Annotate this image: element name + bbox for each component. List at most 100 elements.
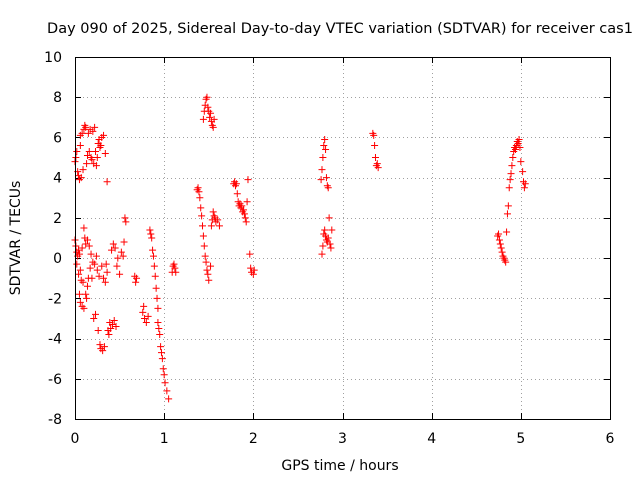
data-point [116, 270, 124, 278]
y-tick-label: -4 [48, 332, 62, 348]
data-point [117, 248, 125, 256]
data-point [103, 268, 111, 276]
data-point [105, 331, 113, 339]
data-point [100, 131, 108, 139]
data-point [163, 387, 171, 395]
data-point [83, 282, 91, 290]
data-point [85, 242, 93, 250]
data-point [76, 266, 84, 274]
data-point [78, 129, 86, 137]
data-point [149, 246, 157, 254]
data-point [319, 154, 327, 162]
data-point [80, 224, 88, 232]
data-point [238, 202, 246, 210]
data-point [325, 214, 333, 222]
y-axis-label: SDTVAR / TECUs [8, 181, 24, 296]
data-point [246, 250, 254, 258]
data-point [84, 129, 92, 137]
data-point [497, 244, 505, 252]
data-point [170, 260, 178, 268]
chart-title: Day 090 of 2025, Sidereal Day-to-day VTE… [47, 21, 633, 37]
data-point [233, 190, 241, 198]
axis-tick-labels: 0 1 2 3 4 5 6 -8 -6 -4 -2 0 2 4 6 8 10 [44, 50, 614, 447]
x-tick-label: 0 [71, 431, 80, 447]
data-point [155, 325, 163, 332]
data-point [205, 276, 213, 284]
data-point [114, 254, 122, 262]
data-point [76, 298, 84, 306]
data-point [165, 395, 173, 403]
data-point [121, 214, 129, 222]
data-point [242, 218, 250, 226]
data-point [204, 103, 212, 111]
data-point [82, 240, 90, 248]
data-point [520, 184, 528, 192]
data-point [83, 236, 91, 244]
y-tick-label: 0 [53, 251, 62, 267]
data-point [203, 266, 211, 274]
data-point [322, 174, 330, 182]
data-point [498, 248, 506, 256]
data-point [91, 260, 99, 268]
data-point [503, 228, 511, 236]
data-point [141, 314, 149, 322]
data-point [321, 135, 329, 143]
data-point [92, 162, 100, 170]
data-point [371, 154, 379, 162]
data-point [142, 318, 150, 326]
data-point [516, 144, 524, 151]
data-point [506, 176, 514, 184]
data-point [200, 242, 208, 250]
data-point [90, 314, 98, 322]
data-point [107, 325, 115, 332]
data-point [517, 158, 525, 166]
data-point [91, 123, 99, 131]
data-point [88, 156, 96, 164]
data-point [108, 320, 116, 328]
data-point [93, 154, 101, 162]
data-point [75, 246, 83, 254]
data-point [79, 278, 87, 286]
data-point [139, 308, 147, 316]
data-point [209, 208, 217, 216]
data-point [149, 252, 157, 260]
data-point [92, 148, 100, 156]
data-point [92, 310, 100, 318]
data-point [247, 264, 255, 272]
data-point [320, 141, 328, 149]
y-tick-label: -2 [48, 291, 62, 307]
data-points [71, 93, 529, 403]
data-point [99, 347, 107, 355]
data-point [159, 365, 167, 373]
data-point [240, 206, 248, 214]
data-point [495, 230, 503, 238]
data-point [101, 150, 109, 158]
data-point [204, 270, 212, 278]
data-point [132, 278, 140, 286]
data-point [140, 302, 148, 310]
data-point [79, 166, 87, 174]
data-point [133, 274, 141, 282]
data-point [87, 250, 95, 258]
x-tick-label: 3 [338, 431, 347, 447]
data-point [101, 278, 109, 286]
data-point [154, 318, 162, 326]
data-point [86, 264, 94, 272]
data-point [324, 234, 332, 242]
y-tick-label: -6 [48, 372, 62, 388]
data-point [92, 252, 100, 260]
data-point [209, 123, 217, 131]
data-point [519, 168, 527, 176]
data-point [511, 146, 519, 154]
data-point [78, 244, 86, 252]
data-point [515, 135, 523, 143]
data-point [240, 210, 248, 218]
data-point [201, 252, 209, 260]
data-point [113, 262, 121, 270]
data-point [319, 242, 327, 250]
x-tick-label: 1 [160, 431, 169, 447]
data-point [243, 198, 251, 206]
data-point [318, 250, 326, 258]
axis-ticks [75, 57, 611, 420]
data-point [195, 188, 203, 196]
